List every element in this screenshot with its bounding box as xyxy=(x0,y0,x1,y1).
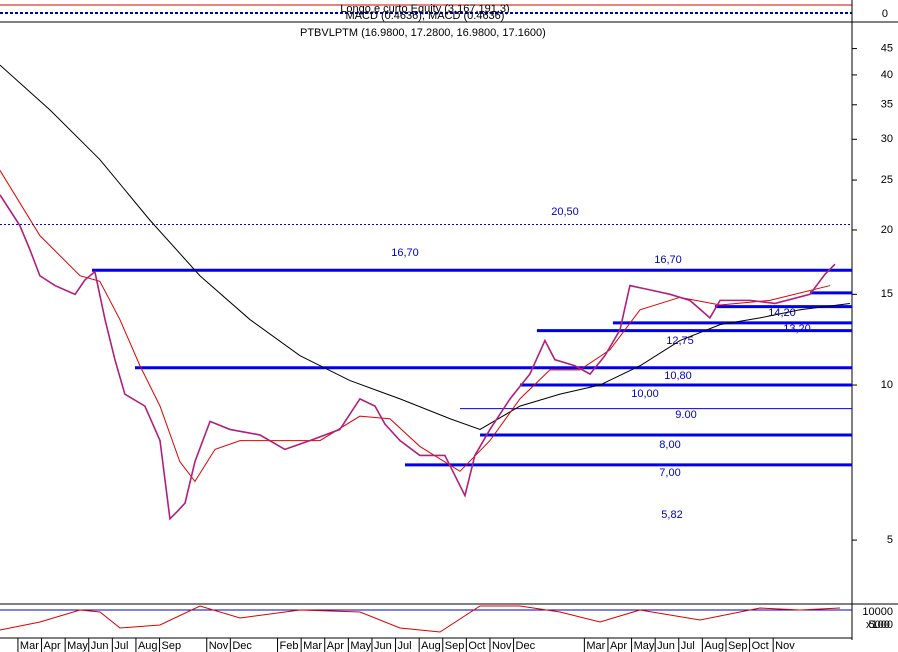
x-tick-label: Oct xyxy=(468,640,485,652)
y-tick-label: 20 xyxy=(881,224,893,236)
volume-tick-label: 10000 xyxy=(862,606,893,618)
y-tick-label: 15 xyxy=(881,288,893,300)
macd-tick-label: 0 xyxy=(882,8,888,20)
x-tick-label: Jun xyxy=(657,640,675,652)
x-tick-label: Oct xyxy=(752,640,769,652)
series-line xyxy=(0,194,836,521)
level-label: 16,70 xyxy=(654,254,682,266)
x-tick-label: Dec xyxy=(232,640,252,652)
y-tick-label: 10 xyxy=(881,379,893,391)
level-label: 9.00 xyxy=(675,409,696,421)
x-tick-label: Aug xyxy=(421,640,441,652)
x-tick-label: Sep xyxy=(445,640,465,652)
x-tick-label: Mar xyxy=(303,640,322,652)
x-tick-label: Aug xyxy=(704,640,724,652)
y-tick-label: 45 xyxy=(881,42,893,54)
level-label: 14,20 xyxy=(768,307,796,319)
macd-title: Longo e curto Equity (3,167,191,3) xyxy=(340,3,509,15)
macd-subtitle: MACD (0.4636), MACD (0.4636) xyxy=(346,10,505,22)
level-label: 13,20 xyxy=(783,323,811,335)
volume-tick-label: 5000 xyxy=(869,619,893,631)
y-tick-label: 35 xyxy=(881,99,893,111)
x-tick-label: Apr xyxy=(44,640,61,652)
x-tick-label: Jun xyxy=(91,640,109,652)
x-tick-label: Dec xyxy=(516,640,536,652)
volume-unit: x100 xyxy=(866,619,890,631)
x-tick-label: Aug xyxy=(138,640,158,652)
level-label: 8,00 xyxy=(659,439,680,451)
x-tick-label: Apr xyxy=(610,640,627,652)
x-tick-label: Sep xyxy=(162,640,182,652)
series-line xyxy=(0,64,850,430)
chart-title: PTBVLPTM (16.9800, 17.2800, 16.9800, 17.… xyxy=(300,27,546,39)
x-tick-label: Jul xyxy=(114,640,128,652)
x-tick-label: Mar xyxy=(586,640,605,652)
x-tick-label: May xyxy=(634,640,655,652)
level-label: 20,50 xyxy=(551,206,579,218)
x-tick-label: Apr xyxy=(327,640,344,652)
volume-oscillator xyxy=(0,605,841,633)
level-label: 10,00 xyxy=(631,388,659,400)
x-tick-label: Sep xyxy=(728,640,748,652)
x-tick-label: Feb xyxy=(280,640,299,652)
level-label: 5,82 xyxy=(661,509,682,521)
level-label: 10,80 xyxy=(664,370,692,382)
x-tick-label: Nov xyxy=(775,640,795,652)
x-tick-label: Jun xyxy=(374,640,392,652)
x-tick-label: Jul xyxy=(398,640,412,652)
y-tick-label: 40 xyxy=(881,69,893,81)
x-tick-label: Nov xyxy=(492,640,512,652)
y-tick-label: 25 xyxy=(881,174,893,186)
x-tick-label: Mar xyxy=(20,640,39,652)
y-tick-label: 5 xyxy=(887,534,893,546)
x-tick-label: Nov xyxy=(209,640,229,652)
x-tick-label: Jul xyxy=(681,640,695,652)
level-label: 16,70 xyxy=(391,247,419,259)
x-tick-label: May xyxy=(350,640,371,652)
level-label: 7,00 xyxy=(659,467,680,479)
x-tick-label: May xyxy=(67,640,88,652)
series-line xyxy=(0,170,831,483)
y-tick-label: 30 xyxy=(881,133,893,145)
